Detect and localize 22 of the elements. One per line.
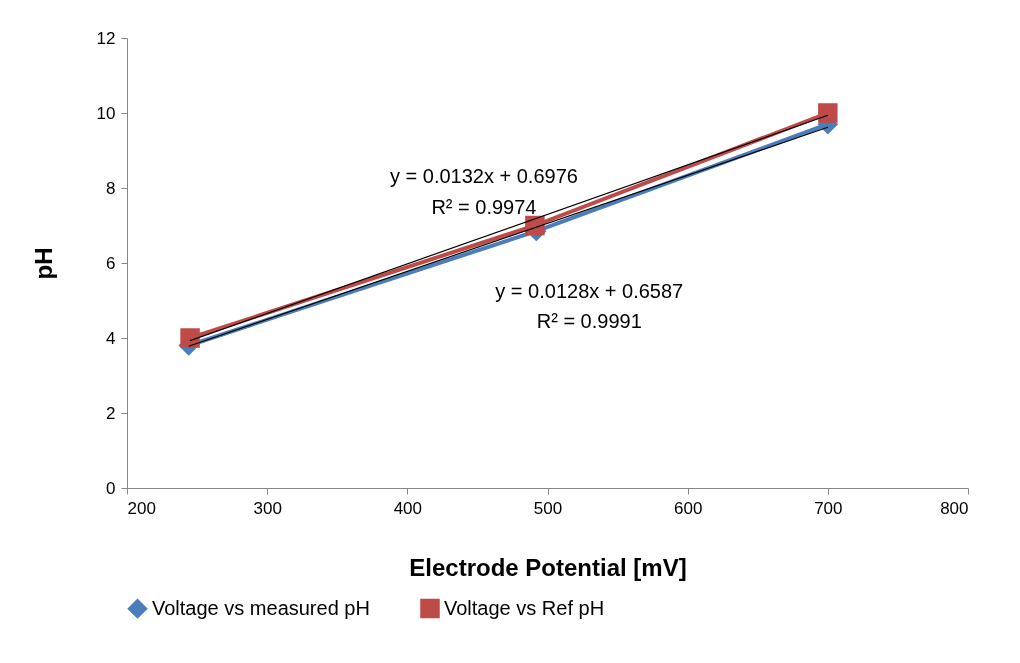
y-tick-label: 6 [106,253,116,273]
y-axis-title: pH [29,247,57,280]
legend-label: Voltage vs Ref pH [444,596,605,619]
annotation: y = 0.0128x + 0.6587 [495,279,684,302]
x-tick-label: 500 [533,498,563,518]
x-tick-label: 400 [393,498,423,518]
y-tick-label: 2 [106,403,116,423]
y-tick-label: 10 [96,103,116,123]
x-tick-label: 800 [940,498,969,518]
x-axis-title: Electrode Potential [mV] [409,553,687,581]
y-tick-label: 8 [106,178,116,198]
x-tick-label: 300 [253,498,282,518]
y-tick-label: 12 [96,28,116,48]
annotation: y = 0.0132x + 0.6976 [389,164,578,187]
annotation: R² = 0.9974 [431,195,537,218]
y-tick-label: 0 [106,478,116,498]
legend-label: Voltage vs measured pH [152,596,370,619]
y-tick-label: 4 [106,328,116,348]
x-tick-label: 200 [127,498,156,518]
x-tick-label: 700 [814,498,843,518]
annotation: R² = 0.9991 [536,309,642,332]
x-tick-label: 600 [673,498,703,518]
